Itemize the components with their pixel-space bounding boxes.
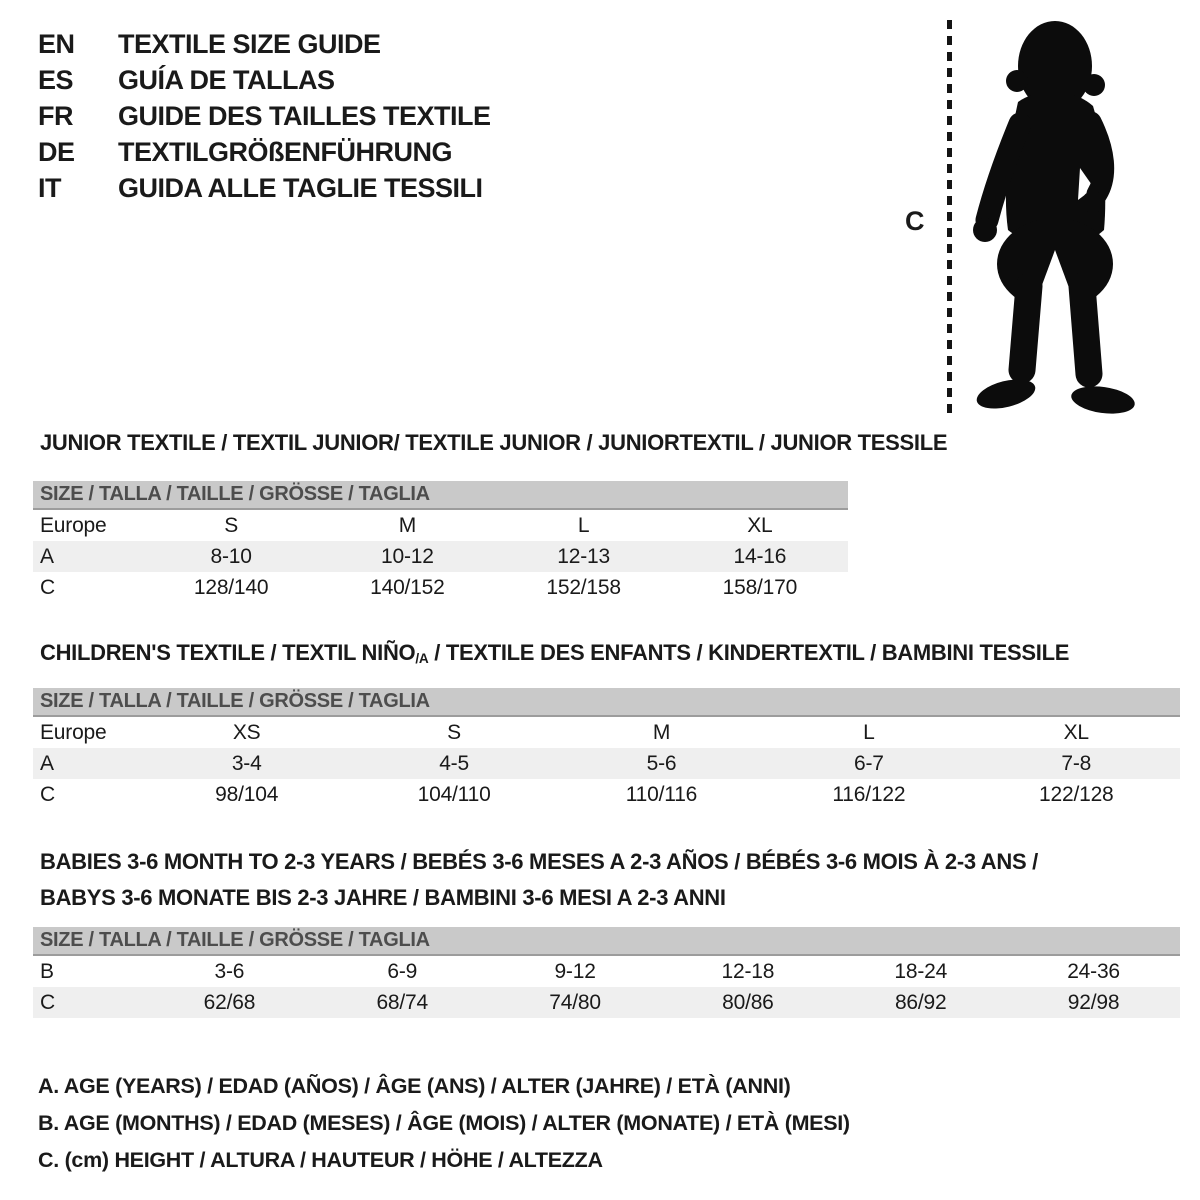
- size-cell: 68/74: [376, 990, 429, 1014]
- section-title-junior: JUNIOR TEXTILE / TEXTIL JUNIOR/ TEXTILE …: [40, 430, 948, 455]
- row-label: C: [40, 575, 55, 599]
- size-cell: 12-13: [557, 544, 610, 568]
- size-cell: 8-10: [210, 544, 252, 568]
- row-label: A: [40, 751, 54, 775]
- toddler-silhouette-icon: [973, 21, 1135, 414]
- language-title: TEXTILE SIZE GUIDE: [118, 28, 381, 59]
- language-row-en: EN TEXTILE SIZE GUIDE: [38, 26, 491, 62]
- size-cell: 9-12: [554, 959, 596, 983]
- row-label: C: [40, 782, 55, 806]
- size-cell: 18-24: [894, 959, 948, 983]
- size-col-header: M: [652, 720, 671, 744]
- language-title: TEXTILGRÖßENFÜHRUNG: [118, 136, 453, 167]
- language-title-list: EN TEXTILE SIZE GUIDE ES GUÍA DE TALLAS …: [38, 26, 491, 206]
- size-cell: 10-12: [381, 544, 434, 568]
- size-cell: 86/92: [894, 990, 947, 1014]
- title-text: / TEXTILE DES ENFANTS / KINDERTEXTIL / B…: [428, 640, 1070, 665]
- size-cell: 14-16: [733, 544, 787, 568]
- nino-a-subscript: /A: [415, 651, 429, 666]
- size-cell: 104/110: [417, 782, 491, 806]
- table-row-height: C 98/104 104/110 110/116 116/122 122/128: [33, 779, 1180, 810]
- babies-size-table: SIZE / TALLA / TAILLE / GRÖSSE / TAGLIA …: [33, 927, 1180, 1018]
- row-label: A: [40, 544, 54, 568]
- size-cell: 6-9: [387, 959, 418, 983]
- language-code: DE: [38, 136, 75, 167]
- language-code: ES: [38, 64, 74, 95]
- size-cell: 74/80: [549, 990, 601, 1014]
- row-label: Europe: [40, 720, 107, 744]
- size-col-header: XL: [747, 513, 773, 537]
- size-cell: 4-5: [439, 751, 469, 775]
- junior-size-table: SIZE / TALLA / TAILLE / GRÖSSE / TAGLIA …: [33, 481, 848, 603]
- size-cell: 62/68: [203, 990, 256, 1014]
- table-row-age: A 8-10 10-12 12-13 14-16: [33, 541, 848, 572]
- babies-title-line2: BABYS 3-6 MONATE BIS 2-3 JAHRE / BAMBINI…: [40, 885, 726, 910]
- size-cell: 140/152: [370, 575, 445, 599]
- size-col-header: L: [863, 720, 875, 744]
- size-cell: 116/122: [832, 782, 906, 806]
- language-row-es: ES GUÍA DE TALLAS: [38, 62, 491, 98]
- babies-title-line1: BABIES 3-6 MONTH TO 2-3 YEARS / BEBÉS 3-…: [40, 849, 1038, 874]
- row-label: B: [40, 959, 54, 983]
- language-code: FR: [38, 100, 74, 131]
- children-size-table: SIZE / TALLA / TAILLE / GRÖSSE / TAGLIA …: [33, 688, 1180, 810]
- table-row-europe: Europe S M L XL: [33, 510, 848, 541]
- language-row-fr: FR GUIDE DES TAILLES TEXTILE: [38, 98, 491, 134]
- size-cell: 3-4: [231, 751, 262, 775]
- height-dashed-line: [947, 20, 952, 416]
- row-label: Europe: [40, 513, 107, 537]
- size-col-header: XS: [232, 720, 261, 744]
- size-cell: 80/86: [722, 990, 774, 1014]
- language-title: GUIDE DES TAILLES TEXTILE: [118, 100, 491, 131]
- size-col-header: XL: [1063, 720, 1089, 744]
- language-code: EN: [38, 28, 75, 59]
- size-cell: 12-18: [721, 959, 775, 983]
- size-cell: 6-7: [853, 751, 884, 775]
- size-cell: 3-6: [214, 959, 245, 983]
- title-text: CHILDREN'S TEXTILE / TEXTIL NIÑO: [40, 640, 416, 665]
- size-cell: 92/98: [1067, 990, 1120, 1014]
- size-col-header: L: [577, 513, 590, 537]
- size-header-bar: SIZE / TALLA / TAILLE / GRÖSSE / TAGLIA: [33, 688, 1180, 717]
- size-cell: 110/116: [625, 782, 698, 806]
- row-label: C: [40, 990, 55, 1014]
- table-row-months: B 3-6 6-9 9-12 12-18 18-24 24-36: [33, 956, 1180, 987]
- language-title: GUÍA DE TALLAS: [118, 64, 335, 95]
- size-cell: 5-6: [646, 751, 677, 775]
- size-cell: 158/170: [722, 575, 798, 599]
- size-cell: 7-8: [1061, 751, 1092, 775]
- size-col-header: M: [398, 513, 417, 537]
- language-code: IT: [38, 172, 62, 203]
- height-measure-label: C: [905, 206, 925, 236]
- size-cell: 24-36: [1067, 959, 1120, 983]
- size-header-bar: SIZE / TALLA / TAILLE / GRÖSSE / TAGLIA: [33, 927, 1180, 956]
- language-row-de: DE TEXTILGRÖßENFÜHRUNG: [38, 134, 491, 170]
- size-header-bar: SIZE / TALLA / TAILLE / GRÖSSE / TAGLIA: [33, 481, 848, 510]
- size-cell: 152/158: [546, 575, 621, 599]
- section-title-children: CHILDREN'S TEXTILE / TEXTIL NIÑO/A / TEX…: [40, 640, 1069, 666]
- section-title-babies: BABIES 3-6 MONTH TO 2-3 YEARS / BEBÉS 3-…: [40, 844, 1038, 916]
- table-row-height: C 62/68 68/74 74/80 80/86 86/92 92/98: [33, 987, 1180, 1018]
- size-col-header: S: [224, 513, 239, 537]
- language-row-it: IT GUIDA ALLE TAGLIE TESSILI: [38, 170, 491, 206]
- legend-row-b: B. AGE (MONTHS) / EDAD (MESES) / ÂGE (MO…: [38, 1111, 850, 1135]
- table-row-height: C 128/140 140/152 152/158 158/170: [33, 572, 848, 603]
- table-row-europe: Europe XS S M L XL: [33, 717, 1180, 748]
- table-row-age: A 3-4 4-5 5-6 6-7 7-8: [33, 748, 1180, 779]
- legend-row-c: C. (cm) HEIGHT / ALTURA / HAUTEUR / HÖHE…: [38, 1148, 603, 1172]
- size-cell: 128/140: [193, 575, 269, 599]
- size-cell: 122/128: [1039, 782, 1114, 806]
- size-col-header: S: [447, 720, 461, 744]
- legend-row-a: A. AGE (YEARS) / EDAD (AÑOS) / ÂGE (ANS)…: [38, 1074, 791, 1098]
- measurement-legend: A. AGE (YEARS) / EDAD (AÑOS) / ÂGE (ANS)…: [38, 1068, 850, 1179]
- language-title: GUIDA ALLE TAGLIE TESSILI: [118, 172, 483, 203]
- size-cell: 98/104: [215, 782, 279, 806]
